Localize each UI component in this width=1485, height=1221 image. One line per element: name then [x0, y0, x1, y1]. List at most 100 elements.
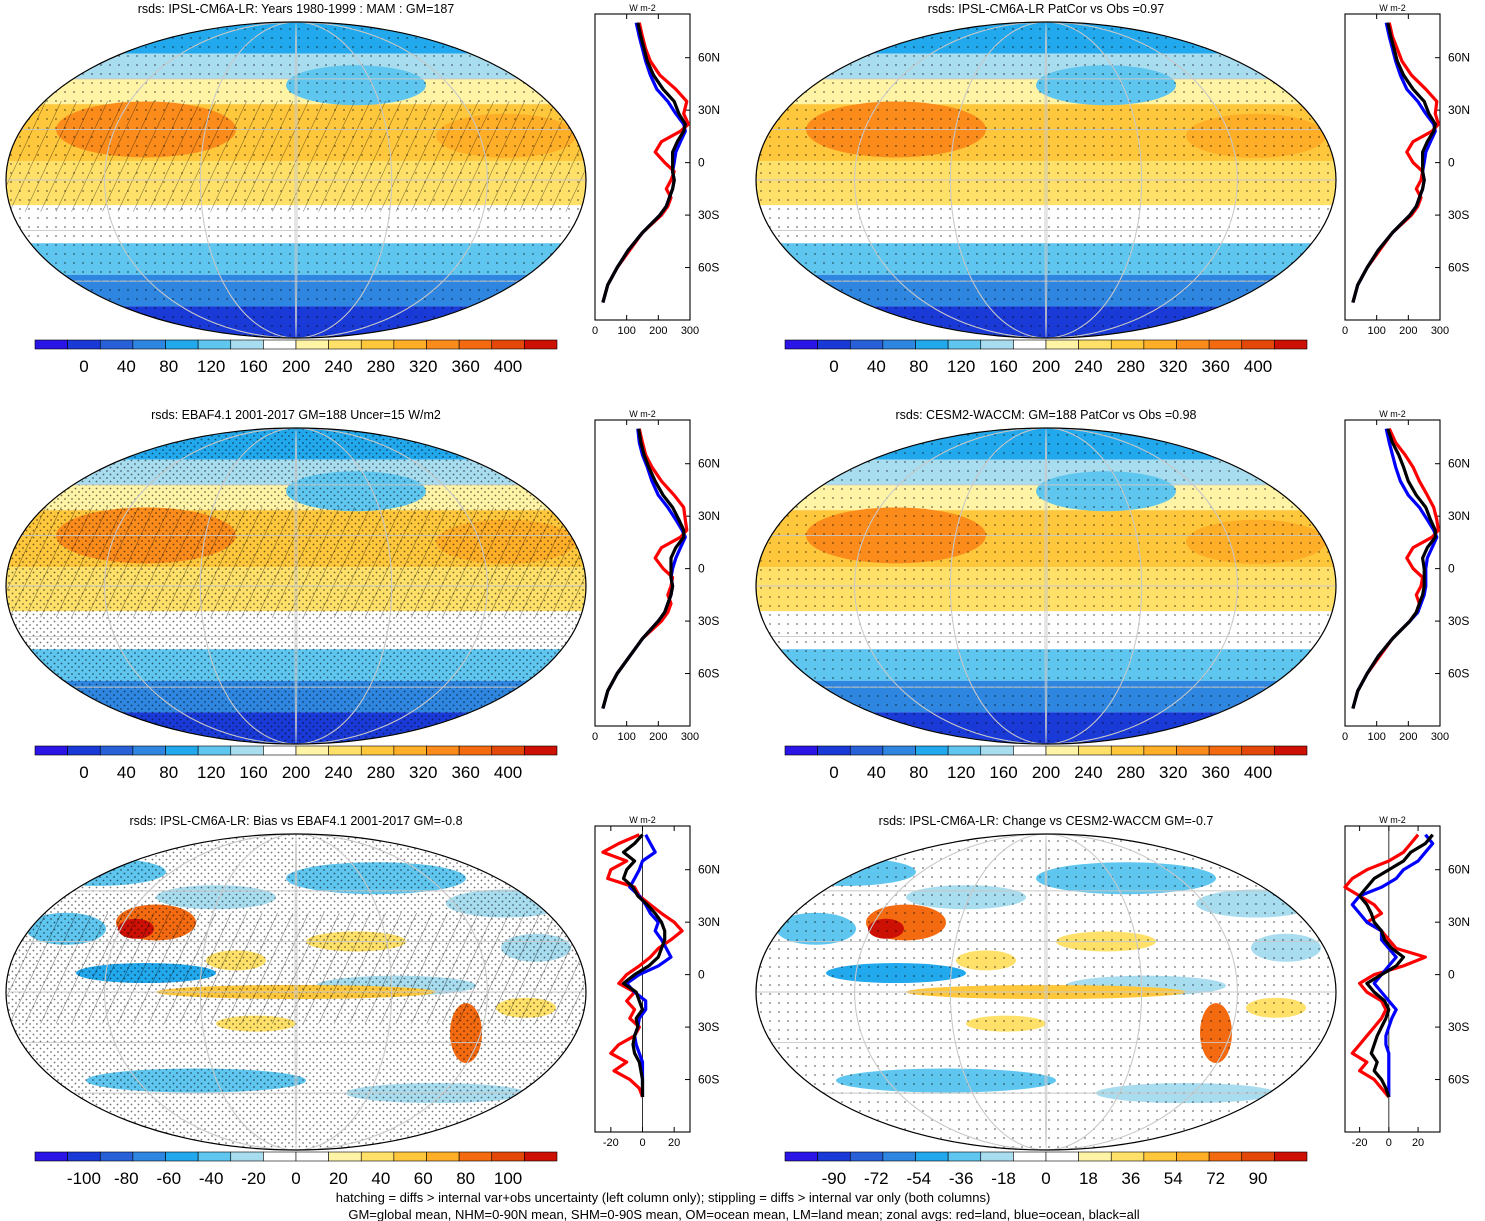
- colorbar-label: 120: [947, 763, 975, 782]
- profile-line-000000: [601, 22, 687, 303]
- colorbar-label: 0: [291, 1169, 300, 1188]
- x-tick-label: -20: [603, 1137, 619, 1149]
- colorbar-swatch: [1045, 339, 1079, 350]
- colorbar-swatch: [426, 1151, 460, 1162]
- lat-label: 0: [698, 156, 705, 170]
- x-tick-label: 100: [617, 325, 635, 337]
- x-tick-label: 0: [639, 1137, 645, 1149]
- profile-unit: W m-2: [629, 409, 656, 419]
- panel-4: rsds: CESM2-WACCM: GM=188 PatCor vs Obs …: [755, 408, 1470, 782]
- map: [6, 22, 586, 338]
- colorbar-label: -36: [949, 1169, 974, 1188]
- colorbar: -90 -72 -54 -36 -18 0 18 36 54 72 90: [784, 1151, 1308, 1188]
- colorbar-swatch: [1143, 339, 1177, 350]
- colorbar: 0 40 80 120 160 200 240 280 320 360 400: [34, 745, 558, 782]
- colorbar-swatch: [1013, 745, 1047, 756]
- colorbar-swatch: [99, 745, 134, 756]
- colorbar-swatch: [328, 1151, 362, 1162]
- x-tick-label: 0: [1386, 1137, 1392, 1149]
- colorbar-label: -54: [906, 1169, 931, 1188]
- colorbar-swatch: [426, 339, 460, 350]
- colorbar: 0 40 80 120 160 200 240 280 320 360 400: [784, 745, 1308, 782]
- colorbar-label: 40: [117, 357, 136, 376]
- colorbar-label: 60: [414, 1169, 433, 1188]
- colorbar: -100 -80 -60 -40 -20 0 20 40 60 80 100: [34, 1151, 558, 1188]
- map: [756, 428, 1336, 744]
- colorbar-swatch: [295, 339, 329, 350]
- colorbar-swatch: [360, 1151, 395, 1162]
- colorbar-label: 20: [329, 1169, 348, 1188]
- lat-label: 30S: [1448, 614, 1469, 628]
- colorbar-label: 360: [1201, 357, 1229, 376]
- colorbar-label: 320: [409, 357, 437, 376]
- colorbar-swatch: [458, 1151, 493, 1162]
- colorbar-swatch: [34, 1151, 68, 1162]
- colorbar-swatch: [34, 339, 68, 350]
- colorbar-swatch: [784, 1151, 818, 1162]
- colorbar-label: 80: [909, 357, 928, 376]
- colorbar-swatch: [1274, 745, 1308, 756]
- colorbar-swatch: [34, 745, 68, 756]
- colorbar-swatch: [947, 745, 982, 756]
- colorbar-label: 40: [117, 763, 136, 782]
- x-tick-label: 0: [1342, 731, 1348, 743]
- panel-6: rsds: IPSL-CM6A-LR: Change vs CESM2-WACC…: [755, 814, 1470, 1188]
- profile-frame: [594, 419, 691, 727]
- colorbar-label: 400: [494, 763, 522, 782]
- x-tick-label: 0: [1342, 325, 1348, 337]
- profile-line-000000: [1351, 428, 1437, 709]
- colorbar-label: 160: [239, 763, 267, 782]
- profile-line-0000ff: [601, 428, 687, 709]
- colorbar-label: -20: [241, 1169, 266, 1188]
- panel-3: rsds: EBAF4.1 2001-2017 GM=188 Uncer=15 …: [5, 408, 720, 782]
- zonal-profile: W m-2 60N 30N 0 30S 60S 0 100 200 300: [1342, 3, 1470, 337]
- lat-label: 60N: [1448, 457, 1470, 471]
- colorbar-swatch: [1143, 745, 1177, 756]
- colorbar-label: 18: [1079, 1169, 1098, 1188]
- lat-label: 60S: [1448, 667, 1469, 681]
- lat-label: 60S: [698, 261, 719, 275]
- colorbar-label: 400: [1244, 357, 1272, 376]
- colorbar-swatch: [458, 339, 493, 350]
- x-tick-label: 200: [1399, 731, 1417, 743]
- colorbar-swatch: [458, 745, 493, 756]
- colorbar-swatch: [817, 745, 851, 756]
- colorbar-label: -72: [864, 1169, 889, 1188]
- colorbar: 0 40 80 120 160 200 240 280 320 360 400: [784, 339, 1308, 376]
- map-border: [755, 427, 1337, 745]
- panel-title: rsds: IPSL-CM6A-LR: Change vs CESM2-WACC…: [879, 814, 1214, 828]
- x-tick-label: 200: [649, 325, 667, 337]
- colorbar-swatch: [817, 1151, 851, 1162]
- colorbar-label: 36: [1121, 1169, 1140, 1188]
- panel-1: rsds: IPSL-CM6A-LR: Years 1980-1999 : MA…: [5, 2, 720, 376]
- colorbar-label: 80: [159, 763, 178, 782]
- colorbar-label: 280: [367, 763, 395, 782]
- colorbar-label: 90: [1249, 1169, 1268, 1188]
- colorbar-label: 320: [1159, 763, 1187, 782]
- panel-title: rsds: IPSL-CM6A-LR: Bias vs EBAF4.1 2001…: [129, 814, 462, 828]
- colorbar-label: 320: [1159, 357, 1187, 376]
- colorbar-swatch: [491, 339, 525, 350]
- panel-title: rsds: IPSL-CM6A-LR PatCor vs Obs =0.97: [928, 2, 1165, 16]
- lat-label: 60N: [1448, 51, 1470, 65]
- profile-frame: [1344, 13, 1441, 321]
- panel-5: rsds: IPSL-CM6A-LR: Bias vs EBAF4.1 2001…: [5, 814, 720, 1188]
- colorbar-swatch: [99, 1151, 134, 1162]
- x-tick-label: -20: [1352, 1137, 1368, 1149]
- colorbar-label: 360: [1201, 763, 1229, 782]
- x-tick-label: 200: [649, 731, 667, 743]
- zonal-profile: W m-2 60N 30N 0 30S 60S 0 100 200 300: [1342, 409, 1470, 743]
- zonal-profile: W m-2 60N 30N 0 30S 60S -20 0 20: [594, 815, 720, 1149]
- colorbar-label: 280: [367, 357, 395, 376]
- profile-frame: [1344, 825, 1441, 1133]
- colorbar-label: -100: [67, 1169, 101, 1188]
- profile-unit: W m-2: [1379, 815, 1406, 825]
- colorbar-swatch: [99, 339, 134, 350]
- colorbar-swatch: [67, 1151, 101, 1162]
- map-border: [5, 833, 587, 1151]
- profile-unit: W m-2: [1379, 3, 1406, 13]
- lat-label: 30S: [1448, 1020, 1469, 1034]
- colorbar-swatch: [263, 745, 297, 756]
- panel-title: rsds: IPSL-CM6A-LR: Years 1980-1999 : MA…: [138, 2, 455, 16]
- x-tick-label: 300: [1431, 731, 1449, 743]
